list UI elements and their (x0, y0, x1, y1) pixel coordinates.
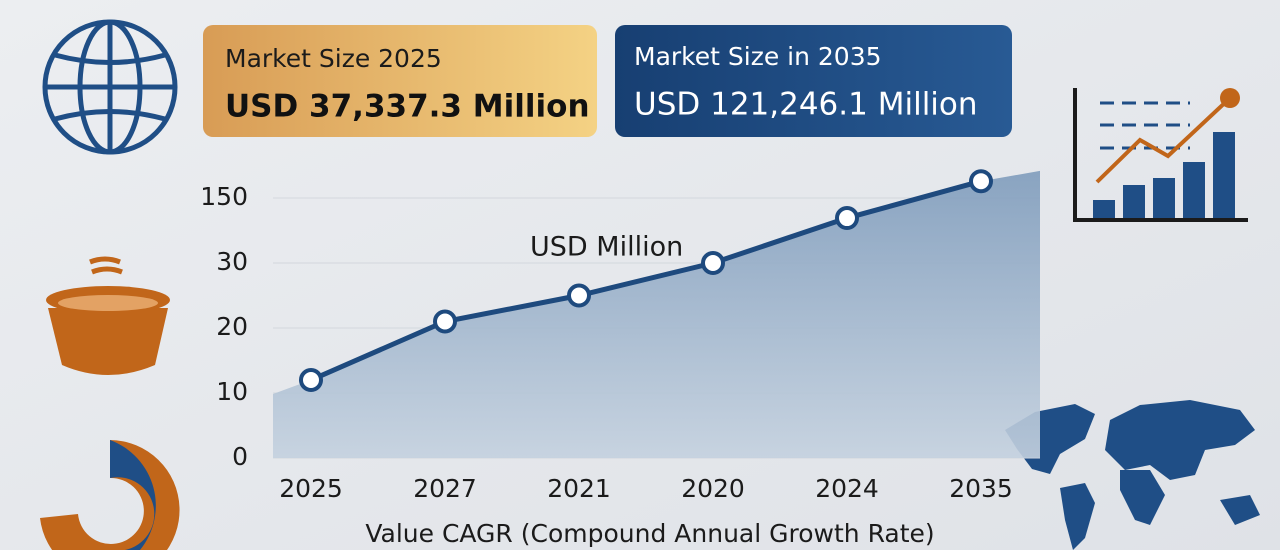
marker (835, 206, 859, 231)
chart: USD Million Value CAGR (Compound Annual … (200, 169, 1040, 548)
card-value: USD 121,246.1 Million (634, 87, 978, 123)
x-tick-label: 2021 (547, 474, 611, 503)
area (273, 170, 1040, 458)
x-tick-label: 2025 (279, 474, 343, 503)
y-tick-label: 10 (216, 377, 248, 406)
card-value: USD 37,337.3 Million (225, 89, 590, 125)
donut-icon (40, 440, 180, 554)
x-tick-label: 2027 (413, 474, 477, 503)
y-tick-label: 150 (200, 182, 248, 211)
globe-icon (42, 19, 178, 155)
marker (567, 283, 591, 308)
card-title: Market Size 2025 (225, 44, 442, 73)
x-tick-label: 2035 (949, 474, 1013, 503)
x-axis-label: Value CAGR (Compound Annual Growth Rate) (365, 519, 934, 548)
marker (701, 251, 725, 275)
y-tick-label: 30 (216, 247, 248, 276)
x-tick-label: 2024 (815, 474, 879, 503)
line (309, 178, 982, 383)
card-2025 (203, 25, 597, 137)
bowl-icon (46, 256, 170, 375)
y-tick-label: 20 (216, 312, 248, 341)
marker (299, 368, 323, 392)
annotation: USD Million (530, 232, 683, 263)
marker (433, 309, 457, 334)
card-2035 (615, 25, 1012, 137)
marker (969, 169, 993, 194)
card-title: Market Size in 2035 (634, 42, 882, 71)
y-tick-label: 0 (232, 442, 248, 471)
x-tick-label: 2020 (681, 474, 745, 503)
bar-chart-icon (1073, 88, 1248, 222)
